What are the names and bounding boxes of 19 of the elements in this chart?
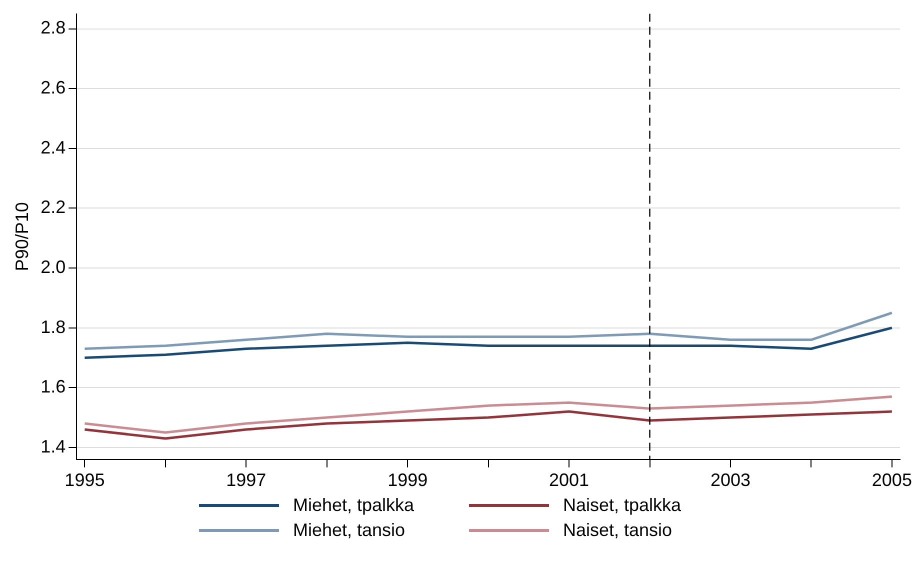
y-axis-title: P90/P10: [12, 202, 32, 272]
y-tick-label: 2.2: [40, 197, 66, 218]
legend-label: Naiset, tpalkka: [563, 495, 682, 516]
x-tick-label: 2001: [549, 470, 590, 490]
x-tick-label: 1999: [388, 470, 428, 490]
y-tick-label: 1.4: [40, 436, 66, 456]
y-tick-label: 1.6: [40, 376, 66, 397]
legend-label: Miehet, tpalkka: [293, 495, 414, 516]
y-tick-label: 2.4: [40, 137, 66, 158]
x-tick-label: 1995: [64, 470, 105, 490]
x-tick-label: 2003: [710, 470, 751, 490]
x-tick-label: 2005: [872, 470, 912, 490]
legend-label: Miehet, tansio: [293, 520, 406, 541]
y-tick-label: 2.8: [40, 18, 66, 38]
x-tick-label: 1997: [226, 470, 266, 490]
y-tick-label: 2.6: [40, 78, 66, 98]
legend-label: Naiset, tansio: [563, 520, 672, 541]
y-tick-label: 1.8: [40, 316, 66, 337]
y-tick-label: 2.0: [40, 256, 66, 277]
